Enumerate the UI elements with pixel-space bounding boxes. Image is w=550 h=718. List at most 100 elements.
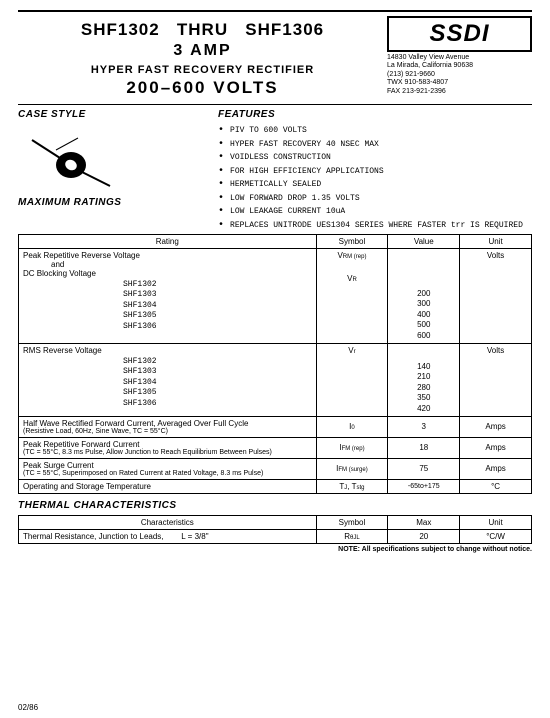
cell-value: 200 300 400 500 600 — [388, 249, 460, 344]
row1-label3: DC Blocking Voltage — [23, 269, 312, 278]
cell-symbol: RθJL — [316, 529, 388, 543]
value-list: 200 300 400 500 600 — [392, 289, 455, 341]
cell-value: 3 — [388, 416, 460, 437]
cell-symbol: Vr — [316, 343, 388, 416]
header-right: SSDI 14830 Valley View Avenue La Mirada,… — [387, 16, 532, 98]
part: SHF1305 — [123, 311, 312, 321]
feature-item: FOR HIGH EFFICIENCY APPLICATIONS — [218, 165, 532, 179]
table-row: RMS Reverse Voltage SHF1302 SHF1303 SHF1… — [19, 343, 532, 416]
sym2: VR — [321, 274, 384, 283]
row1-label2: and — [51, 260, 312, 269]
cell-value: 20 — [388, 529, 460, 543]
part-list: SHF1302 SHF1303 SHF1304 SHF1305 SHF1306 — [123, 280, 312, 332]
val: 200 — [392, 289, 455, 299]
row3-sub: (Resistive Load, 60Hz, Sine Wave, TC = 5… — [23, 428, 312, 435]
ratings-table: Rating Symbol Value Unit Peak Repetitive… — [18, 234, 532, 494]
cell-symbol: VRM (rep) VR — [316, 249, 388, 344]
val: 280 — [392, 383, 455, 393]
feature-item: VOIDLESS CONSTRUCTION — [218, 151, 532, 165]
row4-label: Peak Repetitive Forward Current — [23, 440, 312, 449]
th-symbol: Symbol — [316, 515, 388, 529]
cell-symbol: IFM (surge) — [316, 458, 388, 479]
feature-item: LOW FORWARD DROP 1.35 VOLTS — [218, 192, 532, 206]
cell-rating: RMS Reverse Voltage SHF1302 SHF1303 SHF1… — [19, 343, 317, 416]
logo-text: SSDI — [429, 20, 489, 47]
subtitle: HYPER FAST RECOVERY RECTIFIER — [18, 64, 387, 76]
val: 350 — [392, 393, 455, 403]
title-right: SHF1306 — [245, 20, 324, 39]
title-mid: THRU — [177, 20, 228, 39]
addr1: 14830 Valley View Avenue — [387, 54, 532, 62]
value-list: 140 210 280 350 420 — [392, 362, 455, 414]
table-header-row: Rating Symbol Value Unit — [19, 235, 532, 249]
thermal-extra: L = 3/8" — [181, 532, 208, 541]
val: 210 — [392, 372, 455, 382]
volts-line: 200–600 VOLTS — [18, 78, 387, 98]
part: SHF1303 — [123, 367, 312, 377]
top-rule — [18, 10, 532, 12]
upper-columns: CASE STYLE MAXIMUM RATINGS FEATURES PIV … — [18, 109, 532, 232]
part: SHF1306 — [123, 399, 312, 409]
cell-symbol: TJ, Tstg — [316, 479, 388, 493]
addr5: FAX 213-921-2396 — [387, 88, 532, 96]
table-header-row: Characteristics Symbol Max Unit — [19, 515, 532, 529]
th-char: Characteristics — [19, 515, 317, 529]
table-row: Operating and Storage Temperature TJ, Ts… — [19, 479, 532, 493]
features-col: FEATURES PIV TO 600 VOLTS HYPER FAST REC… — [218, 109, 532, 232]
table-row: Thermal Resistance, Junction to Leads, L… — [19, 529, 532, 543]
sym1: VRM (rep) — [321, 251, 384, 260]
case-style-col: CASE STYLE MAXIMUM RATINGS — [18, 109, 208, 232]
cell-unit: Volts — [460, 343, 532, 416]
header-titles: SHF1302 THRU SHF1306 3 AMP HYPER FAST RE… — [18, 16, 387, 98]
addr3: (213) 921-9660 — [387, 71, 532, 79]
row5-label: Peak Surge Current — [23, 461, 312, 470]
th-unit: Unit — [460, 235, 532, 249]
cell-value: -65to+175 — [388, 479, 460, 493]
table-row: Peak Surge Current (TC = 55°C, Superimpo… — [19, 458, 532, 479]
cell-unit: Amps — [460, 458, 532, 479]
case-style-head: CASE STYLE — [18, 109, 208, 120]
row1-label1: Peak Repetitive Reverse Voltage — [23, 251, 312, 260]
footer-date: 02/86 — [18, 703, 38, 712]
th-max: Max — [388, 515, 460, 529]
th-symbol: Symbol — [316, 235, 388, 249]
cell-value: 75 — [388, 458, 460, 479]
part: SHF1304 — [123, 378, 312, 388]
header: SHF1302 THRU SHF1306 3 AMP HYPER FAST RE… — [18, 16, 532, 98]
cell-value: 140 210 280 350 420 — [388, 343, 460, 416]
val: 420 — [392, 404, 455, 414]
cell-symbol: I0 — [316, 416, 388, 437]
feature-item: LOW LEAKAGE CURRENT 10uA — [218, 205, 532, 219]
th-value: Value — [388, 235, 460, 249]
max-ratings-head: MAXIMUM RATINGS — [18, 197, 208, 208]
company-address: 14830 Valley View Avenue La Mirada, Cali… — [387, 54, 532, 96]
feature-item: REPLACES UNITRODE UES1304 SERIES WHERE F… — [218, 219, 532, 233]
row3-label: Half Wave Rectified Forward Current, Ave… — [23, 419, 312, 428]
title-left: SHF1302 — [81, 20, 160, 39]
cell-unit: °C — [460, 479, 532, 493]
val: 140 — [392, 362, 455, 372]
addr2: La Mirada, California 90638 — [387, 62, 532, 70]
cell-unit: °C/W — [460, 529, 532, 543]
note: NOTE: All specifications subject to chan… — [18, 546, 532, 553]
val: 600 — [392, 331, 455, 341]
part-list: SHF1302 SHF1303 SHF1304 SHF1305 SHF1306 — [123, 357, 312, 409]
features-list: PIV TO 600 VOLTS HYPER FAST RECOVERY 40 … — [218, 124, 532, 232]
cell-rating: Operating and Storage Temperature — [19, 479, 317, 493]
th-unit: Unit — [460, 515, 532, 529]
part: SHF1302 — [123, 280, 312, 290]
part: SHF1305 — [123, 388, 312, 398]
addr4: TWX 910-583-4807 — [387, 79, 532, 87]
cell-symbol: IFM (rep) — [316, 437, 388, 458]
features-head: FEATURES — [218, 109, 532, 120]
row5-sub: (TC = 55°C, Superimposed on Rated Curren… — [23, 470, 312, 477]
title-line: SHF1302 THRU SHF1306 — [18, 20, 387, 40]
val: 400 — [392, 310, 455, 320]
cell-unit: Amps — [460, 416, 532, 437]
cell-rating: Half Wave Rectified Forward Current, Ave… — [19, 416, 317, 437]
cell-rating: Peak Repetitive Forward Current (TC = 55… — [19, 437, 317, 458]
feature-item: HYPER FAST RECOVERY 40 NSEC MAX — [218, 138, 532, 152]
thermal-table: Characteristics Symbol Max Unit Thermal … — [18, 515, 532, 544]
cell-unit: Volts — [460, 249, 532, 344]
cell-char: Thermal Resistance, Junction to Leads, L… — [19, 529, 317, 543]
